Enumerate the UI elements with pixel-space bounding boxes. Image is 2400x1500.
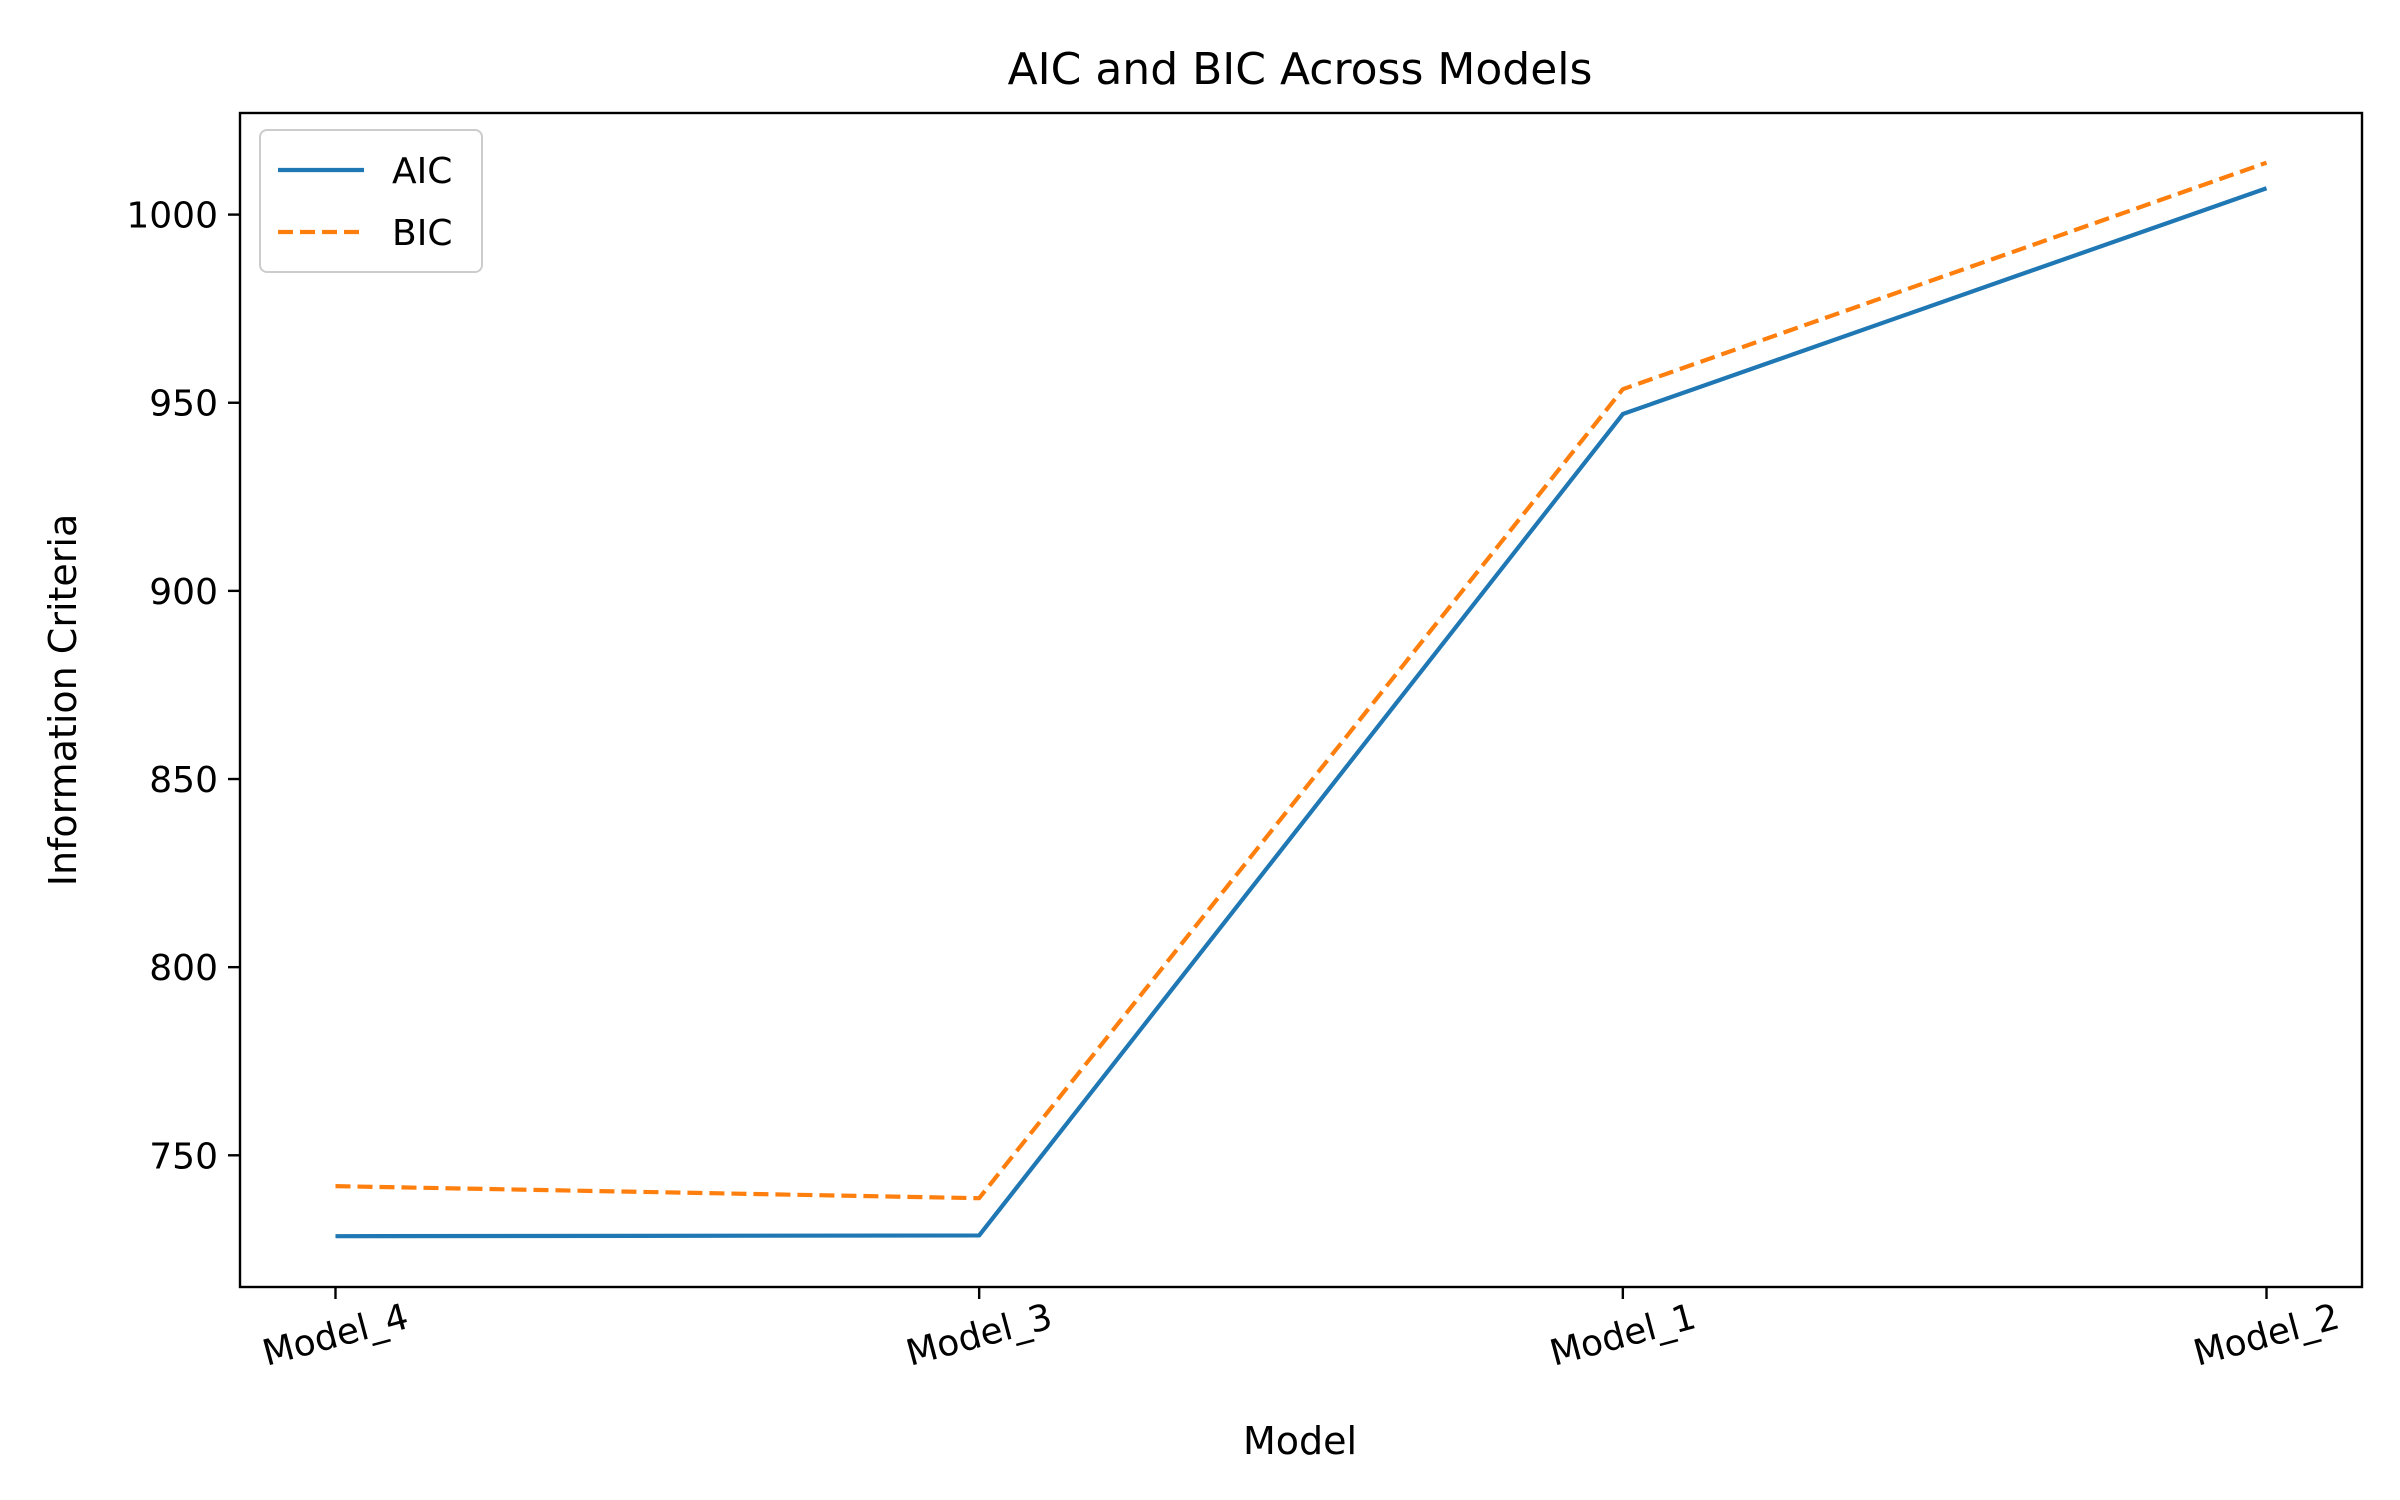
series-line-bic (335, 160, 2268, 1201)
y-tick-label: 1000 (126, 196, 218, 237)
legend-label-bic: BIC (392, 213, 452, 254)
chart-title: AIC and BIC Across Models (1008, 44, 1593, 95)
y-tick-label: 950 (149, 384, 218, 425)
series-line-aic (335, 186, 2268, 1239)
x-axis-label: Model (1243, 1419, 1357, 1463)
legend-box (259, 129, 483, 273)
y-tick-label: 850 (149, 760, 218, 801)
legend: AIC BIC (259, 129, 483, 273)
y-tick-label: 900 (149, 572, 218, 613)
plot-frame (238, 111, 2364, 1289)
y-tick-label: 800 (149, 948, 218, 989)
y-tick-label: 750 (149, 1136, 218, 1177)
legend-label-aic: AIC (392, 151, 452, 192)
y-axis-label: Information Criteria (41, 514, 85, 887)
